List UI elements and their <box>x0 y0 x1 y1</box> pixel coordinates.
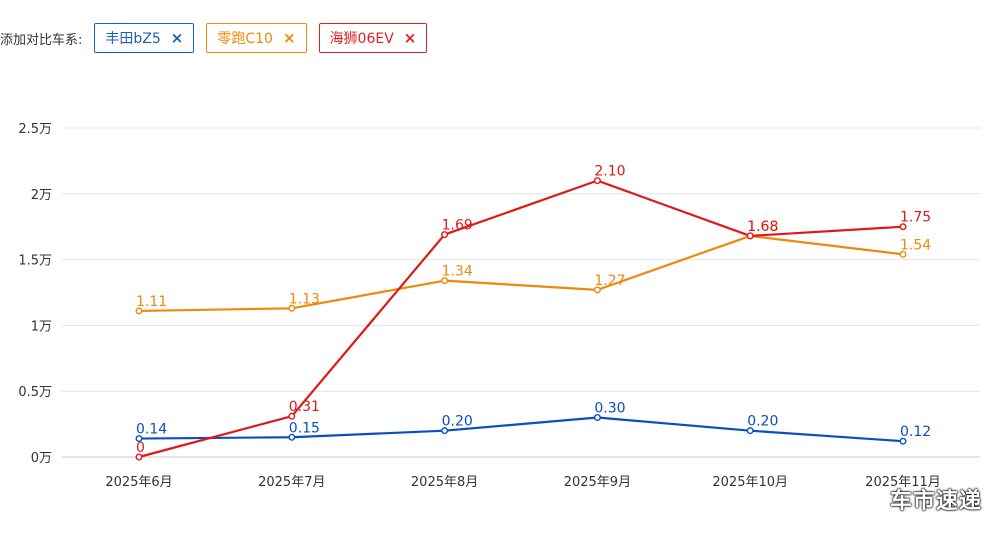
data-label: 2.10 <box>594 164 625 180</box>
x-tick-label: 2025年7月 <box>258 475 325 490</box>
data-label: 0.14 <box>136 422 167 438</box>
chip-label: 零跑C10 <box>217 31 273 47</box>
chart-area: 0万 0.5万 1万 1.5万 2万 2.5万 2025年6月 2025年7月 2025年8月 2… <box>0 100 1000 535</box>
data-label: 0.31 <box>289 399 320 415</box>
data-label: 0.20 <box>747 414 778 430</box>
y-tick-label: 0万 <box>31 451 52 466</box>
data-label: 1.75 <box>900 210 931 226</box>
data-point <box>746 427 754 435</box>
x-tick-label: 2025年11月 <box>865 475 941 490</box>
line-chart: 0万 0.5万 1万 1.5万 2万 2.5万 2025年6月 2025年7月 2025年8月 2… <box>18 122 980 490</box>
data-label: 1.68 <box>747 219 778 235</box>
data-label: 0.15 <box>289 420 320 436</box>
data-point <box>135 453 143 461</box>
data-label: 1.68 <box>747 219 778 235</box>
data-point <box>746 232 754 240</box>
y-tick-label: 1.5万 <box>18 254 52 269</box>
data-point <box>288 304 296 312</box>
series-chip-06ev[interactable]: 海狮06EV × <box>318 23 428 53</box>
series-line <box>138 416 904 443</box>
y-tick-label: 2万 <box>31 188 52 203</box>
data-label: 1.54 <box>900 237 931 253</box>
data-label: 0.30 <box>594 401 625 417</box>
y-tick-label: 0.5万 <box>18 385 52 400</box>
chip-label: 丰田bZ5 <box>105 31 161 47</box>
data-point <box>593 286 601 294</box>
data-point <box>288 433 296 441</box>
x-tick-label: 2025年9月 <box>564 475 631 490</box>
y-tick-label: 2.5万 <box>18 122 52 137</box>
compare-label: 添加对比车系: <box>0 32 83 48</box>
data-label: 1.13 <box>289 291 320 307</box>
series-chip-bz5[interactable]: 丰田bZ5 × <box>94 23 195 53</box>
close-icon[interactable]: × <box>170 29 184 47</box>
data-point <box>899 223 907 231</box>
series-line <box>138 179 904 459</box>
close-icon[interactable]: × <box>403 29 417 47</box>
watermark: 车市速递 <box>889 489 982 514</box>
data-point <box>899 250 907 258</box>
x-tick-label: 2025年6月 <box>105 475 172 490</box>
series-chip-c10[interactable]: 零跑C10 × <box>206 23 307 53</box>
data-point <box>441 231 449 239</box>
data-label: 1.27 <box>594 273 625 289</box>
compare-bar: 添加对比车系: 丰田bZ5 × 零跑C10 × 海狮06EV × <box>0 22 439 54</box>
y-tick-label: 1万 <box>31 319 52 334</box>
close-icon[interactable]: × <box>282 29 296 47</box>
data-label: 1.69 <box>442 218 473 234</box>
data-label: 0 <box>136 440 145 456</box>
series-line <box>138 234 904 313</box>
data-point <box>593 177 601 185</box>
data-point <box>135 307 143 315</box>
x-tick-label: 2025年10月 <box>712 475 788 490</box>
data-point <box>135 435 143 443</box>
data-label: 0.20 <box>442 414 473 430</box>
x-tick-label: 2025年8月 <box>411 475 478 490</box>
data-label: 1.34 <box>442 264 473 280</box>
data-point <box>441 277 449 285</box>
data-label: 0.12 <box>900 424 931 440</box>
chip-label: 海狮06EV <box>329 31 394 47</box>
data-point <box>899 437 907 445</box>
data-label: 1.11 <box>136 294 167 310</box>
data-point <box>441 427 449 435</box>
data-point <box>288 412 296 420</box>
data-point <box>593 414 601 422</box>
